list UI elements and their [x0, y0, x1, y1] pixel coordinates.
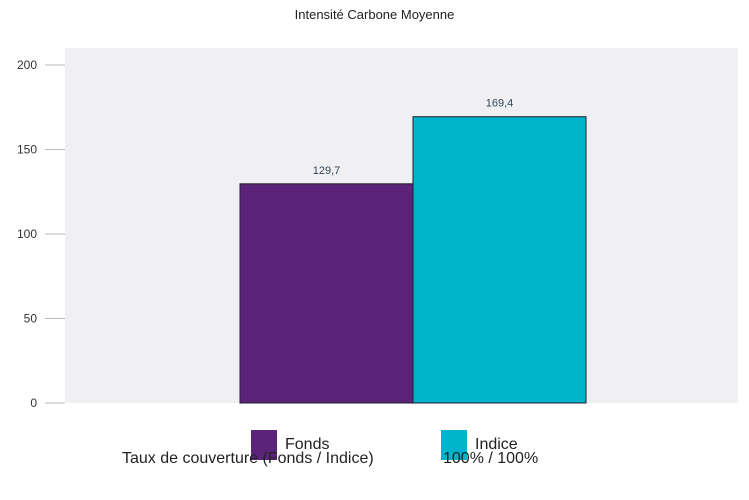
legend-item-fonds: Fonds [251, 430, 329, 460]
y-tick-label-0: 0 [30, 396, 37, 410]
y-tick-label-100: 100 [17, 227, 37, 241]
bars [239, 116, 587, 404]
legend-swatch-fonds [251, 430, 277, 460]
legend-swatch-indice [441, 430, 467, 460]
data-label-indice: 169,4 [486, 98, 514, 110]
chart-title: Intensité Carbone Moyenne [294, 7, 455, 22]
coverage-value: 100% / 100% [443, 450, 539, 467]
y-tick-label-50: 50 [24, 312, 38, 326]
y-tick-label-150: 150 [17, 143, 37, 157]
y-axis: 0 50 100 150 200 [17, 58, 65, 410]
legend-label-fonds: Fonds [285, 436, 330, 453]
data-labels: 129,7 169,4 [313, 98, 514, 177]
bar-indice [412, 116, 587, 404]
legend-label-indice: Indice [475, 436, 518, 453]
bar-fonds [239, 183, 414, 404]
y-tick-label-200: 200 [17, 58, 37, 72]
data-label-fonds: 129,7 [313, 165, 341, 177]
coverage-label: Taux de couverture (Fonds / Indice) [122, 450, 374, 467]
legend-item-indice: Indice [441, 430, 518, 460]
